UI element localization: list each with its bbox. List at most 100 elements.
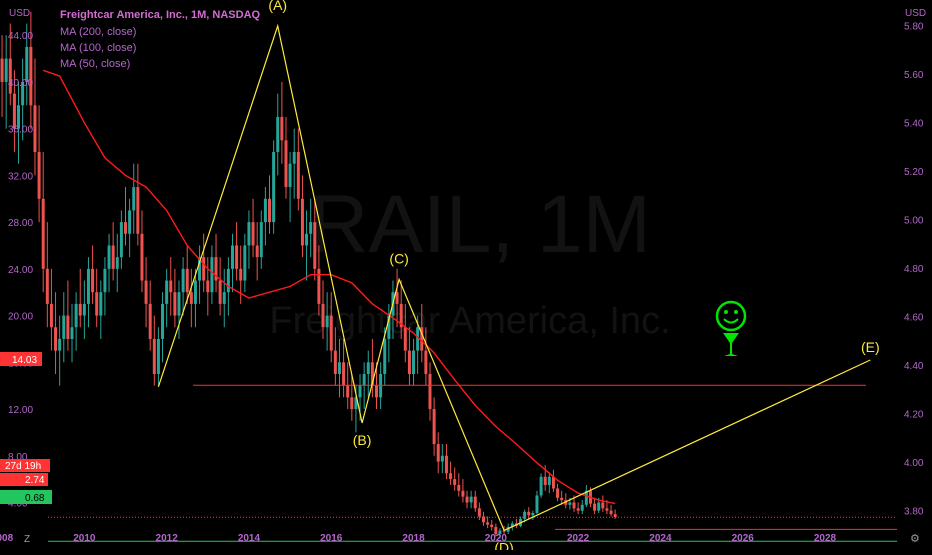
candle-body <box>370 362 374 386</box>
time-axis-tick: 2010 <box>73 533 96 544</box>
left-axis-tick: 40.00 <box>8 78 33 89</box>
candle <box>403 303 407 363</box>
candle <box>70 303 74 363</box>
candle-body <box>86 268 90 304</box>
candle <box>268 175 272 234</box>
candle <box>547 472 551 494</box>
candle-body <box>239 268 243 281</box>
candle <box>239 245 243 304</box>
candle-body <box>317 268 321 304</box>
indicator-ma-200[interactable]: MA (200, close) <box>60 26 136 38</box>
candle-body <box>403 327 407 351</box>
target-price-tag-bg <box>0 490 52 504</box>
candle-body <box>4 58 8 82</box>
candle-body <box>45 268 49 304</box>
candle <box>235 222 239 281</box>
candle-body <box>539 476 543 496</box>
candle-body <box>613 514 617 518</box>
right-axis-tick: 3.80 <box>904 506 924 517</box>
candle <box>317 245 321 316</box>
right-axis-tick: 5.40 <box>904 118 924 129</box>
settings-icon[interactable]: ⚙ <box>910 533 920 545</box>
candle-body <box>259 222 263 258</box>
left-axis-tick: 36.00 <box>8 125 33 136</box>
candle <box>465 490 469 509</box>
candle <box>62 292 66 363</box>
candle <box>510 521 514 531</box>
candle-body <box>156 338 160 374</box>
candle-body <box>576 508 580 511</box>
right-axis-tick: 4.20 <box>904 409 924 420</box>
candle <box>486 516 490 529</box>
candle <box>152 315 156 386</box>
indicator-ma-100[interactable]: MA (100, close) <box>60 42 136 54</box>
candle-body <box>272 152 276 223</box>
candle-body <box>527 511 531 516</box>
indicator-ma-50[interactable]: MA (50, close) <box>60 58 130 70</box>
wave-line <box>157 23 871 532</box>
candle <box>41 152 45 293</box>
ma-line <box>42 69 616 505</box>
watermark-name: Freightcar America, Inc. <box>269 300 670 342</box>
candle-body <box>358 385 362 398</box>
time-axis-tick: 2008 <box>0 533 14 544</box>
candle <box>350 373 354 421</box>
right-axis[interactable]: 5.80 5.60 5.40 5.20 5.00 4.80 4.60 4.40 4.20 4.00… <box>904 21 924 517</box>
left-axis-unit: USD <box>9 8 30 19</box>
candle <box>387 303 391 363</box>
candle <box>124 187 128 246</box>
candle <box>440 444 444 474</box>
candle <box>539 473 543 498</box>
right-axis-tick: 4.00 <box>904 458 924 469</box>
candle-body <box>572 502 576 509</box>
wave-label: (B) <box>353 432 372 448</box>
candle <box>313 198 317 281</box>
candle-body <box>543 476 547 485</box>
candle <box>181 257 185 316</box>
candle <box>329 292 333 363</box>
candle-body <box>181 268 185 293</box>
candle-body <box>243 245 247 281</box>
candle-body <box>436 444 440 462</box>
candle-body <box>165 280 169 304</box>
candle <box>37 105 41 223</box>
candle <box>272 140 276 234</box>
candle <box>490 520 494 531</box>
candle <box>461 479 465 503</box>
candle <box>321 280 325 339</box>
candle <box>325 292 329 351</box>
candle-body <box>292 152 296 164</box>
candle <box>449 461 453 485</box>
left-axis[interactable]: 44.0040.0036.0032.0028.0024.0020.0016.00… <box>8 31 33 509</box>
candle-body <box>354 397 358 410</box>
time-axis-tick: 2016 <box>320 533 343 544</box>
candle-body <box>325 315 329 328</box>
smiley-marker[interactable] <box>715 300 747 356</box>
candle-body <box>469 496 473 503</box>
candle-body <box>350 397 354 410</box>
countdown-price-tag: 27d 19h <box>0 459 50 472</box>
last-price-tag-bg <box>0 473 48 486</box>
time-axis[interactable]: 2008 2010 2012 2014 2016 2018 2020 2022 2024 2026… <box>0 533 837 544</box>
candle <box>305 210 309 281</box>
candle-body <box>465 496 469 503</box>
candle-body <box>41 198 45 269</box>
left-axis-tick: 12.00 <box>8 405 33 416</box>
candle-body <box>276 116 280 153</box>
countdown-price-tag-bg <box>0 459 50 472</box>
candle <box>25 23 29 106</box>
candle-body <box>305 233 309 246</box>
candle-body <box>486 522 490 525</box>
candle-body <box>91 268 95 293</box>
candle-body <box>333 350 337 374</box>
candle-body <box>284 140 288 188</box>
candle <box>432 397 436 456</box>
candle <box>111 222 115 281</box>
log-scale-toggle[interactable]: Z <box>24 534 30 545</box>
candle <box>494 523 498 537</box>
candle <box>128 198 132 258</box>
smiley-stand-icon <box>723 333 739 356</box>
candle <box>119 210 123 269</box>
left-axis-tick: 8.00 <box>8 452 28 463</box>
